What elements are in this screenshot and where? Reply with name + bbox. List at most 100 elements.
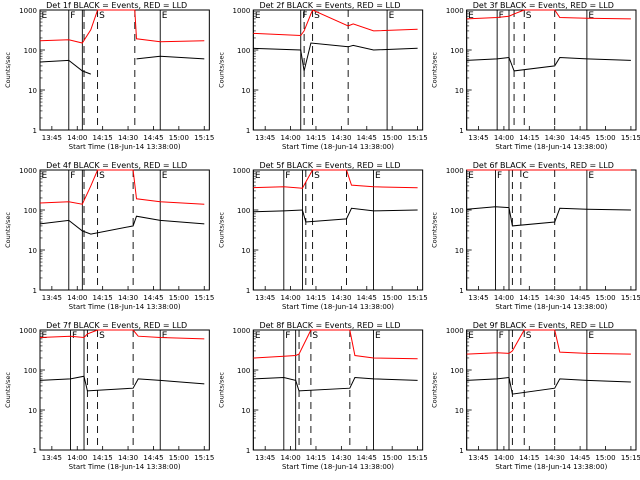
x-tick-label: 14:15	[519, 134, 539, 142]
x-tick-label: 14:30	[331, 454, 351, 462]
plot-frame	[39, 9, 210, 131]
y-axis-label: Counts/sec	[4, 52, 12, 88]
y-tick-label: 100	[450, 47, 463, 55]
x-tick-label: 15:00	[382, 294, 402, 302]
event-marker-label: E	[255, 171, 261, 181]
y-axis-label: Counts/sec	[431, 212, 439, 248]
x-tick-label: 14:00	[494, 294, 514, 302]
x-tick-label: 14:30	[118, 294, 138, 302]
x-tick-label: 14:30	[331, 294, 351, 302]
x-tick-label: 14:45	[570, 134, 590, 142]
x-axis-label: Start Time (18-Jun-14 13:38:00)	[69, 303, 181, 311]
event-marker-label: E	[162, 171, 168, 181]
x-tick-label: 13:45	[42, 134, 62, 142]
data-series-line	[253, 9, 418, 37]
y-tick-label: 1000	[19, 7, 37, 15]
x-tick-label: 14:15	[519, 454, 539, 462]
event-marker-label: C	[522, 171, 528, 181]
chart-title: Det 9f BLACK = Events, RED = LLD	[473, 321, 614, 330]
event-marker-label: E	[42, 11, 48, 21]
data-series-line	[253, 169, 418, 189]
plot-frame	[252, 169, 424, 291]
data-series-line	[39, 55, 205, 75]
event-marker-label: E	[255, 11, 261, 21]
plot-frame	[466, 9, 637, 131]
x-tick-label: 14:45	[357, 454, 377, 462]
chart-panel: Det 9f BLACK = Events, RED = LLD 1 10 100 10…	[431, 321, 640, 471]
x-tick-label: 14:15	[306, 294, 326, 302]
chart-panel: Det 8f BLACK = Events, RED = LLD 1 10 100 10…	[217, 321, 427, 471]
chart-panel: Det 4f BLACK = Events, RED = LLD 1 10 100 10…	[4, 161, 214, 311]
data-series-line	[253, 42, 418, 72]
event-marker-label: S	[312, 331, 318, 341]
x-tick-label: 15:00	[169, 294, 189, 302]
data-series-line	[253, 207, 418, 223]
y-tick-label: 100	[237, 47, 250, 55]
x-tick-label: 14:30	[118, 134, 138, 142]
y-tick-label: 1	[459, 287, 463, 295]
event-marker-label: E	[255, 331, 261, 341]
y-tick-label: 10	[28, 87, 37, 95]
y-tick-label: 100	[237, 367, 250, 375]
x-tick-label: 13:45	[468, 454, 488, 462]
data-series-line	[253, 376, 418, 392]
y-tick-label: 10	[241, 407, 250, 415]
plot-frame	[252, 329, 424, 451]
event-marker-label: F	[497, 171, 502, 181]
data-series-line	[39, 215, 205, 235]
x-tick-label: 14:30	[118, 454, 138, 462]
y-tick-label: 1000	[446, 167, 464, 175]
plot-frame	[252, 9, 424, 131]
x-tick-label: 14:45	[143, 134, 163, 142]
y-tick-label: 10	[455, 87, 464, 95]
y-tick-label: 1000	[233, 167, 251, 175]
x-tick-label: 13:45	[468, 134, 488, 142]
event-marker-label: E	[468, 171, 474, 181]
y-axis-label: Counts/sec	[4, 212, 12, 248]
x-tick-label: 15:00	[382, 454, 402, 462]
y-axis-label: Counts/sec	[431, 52, 439, 88]
chart-title: Det 1f BLACK = Events, RED = LLD	[46, 1, 187, 10]
x-tick-label: 15:15	[194, 134, 214, 142]
data-series-line	[466, 9, 631, 20]
y-tick-label: 10	[28, 407, 37, 415]
x-tick-label: 14:00	[67, 454, 87, 462]
event-marker-label: E	[162, 331, 168, 341]
chart-panel: Det 5f BLACK = Events, RED = LLD 1 10 100 10…	[217, 161, 427, 311]
event-marker-label: S	[526, 11, 532, 21]
data-series-line	[466, 56, 631, 72]
event-marker-label: E	[42, 331, 48, 341]
y-tick-label: 1	[459, 127, 463, 135]
event-marker-label: S	[99, 331, 105, 341]
x-tick-label: 13:45	[255, 454, 275, 462]
y-tick-label: 1	[33, 287, 37, 295]
y-tick-label: 100	[24, 47, 37, 55]
x-tick-label: 15:15	[407, 134, 427, 142]
x-axis-label: Start Time (18-Jun-14 13:38:00)	[495, 143, 607, 151]
event-marker-label: E	[42, 171, 48, 181]
x-tick-label: 14:45	[357, 134, 377, 142]
event-marker-label: F	[285, 331, 290, 341]
x-tick-label: 15:15	[407, 454, 427, 462]
y-axis-label: Counts/sec	[217, 212, 225, 248]
x-tick-label: 14:00	[67, 294, 87, 302]
x-axis-label: Start Time (18-Jun-14 13:38:00)	[495, 463, 607, 471]
chart-title: Det 7f BLACK = Events, RED = LLD	[46, 321, 187, 330]
y-axis-label: Counts/sec	[217, 52, 225, 88]
data-series-line	[39, 169, 205, 205]
y-tick-label: 1000	[233, 7, 251, 15]
data-series-line	[39, 375, 205, 392]
x-tick-label: 15:00	[169, 134, 189, 142]
x-tick-label: 14:00	[494, 454, 514, 462]
x-tick-label: 14:15	[306, 134, 326, 142]
data-series-line	[253, 329, 418, 360]
y-tick-label: 10	[28, 247, 37, 255]
y-tick-label: 1000	[19, 167, 37, 175]
data-series-line	[39, 329, 205, 340]
x-tick-label: 15:00	[382, 134, 402, 142]
x-tick-label: 14:30	[545, 134, 565, 142]
x-tick-label: 14:15	[519, 294, 539, 302]
event-marker-label: F	[70, 11, 75, 21]
event-marker-label: S	[526, 331, 532, 341]
